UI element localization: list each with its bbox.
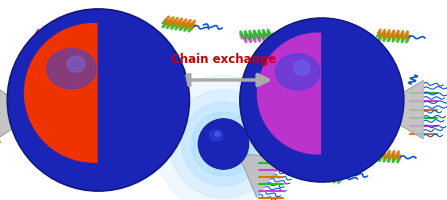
- Ellipse shape: [209, 130, 223, 141]
- Ellipse shape: [257, 33, 378, 154]
- FancyArrowPatch shape: [179, 74, 268, 86]
- Ellipse shape: [275, 54, 320, 90]
- Text: Chain exchange: Chain exchange: [171, 53, 276, 66]
- Ellipse shape: [215, 132, 220, 136]
- Polygon shape: [238, 154, 285, 197]
- Ellipse shape: [67, 56, 85, 72]
- Polygon shape: [0, 80, 36, 147]
- Ellipse shape: [294, 61, 310, 75]
- Ellipse shape: [191, 112, 256, 176]
- Ellipse shape: [181, 102, 265, 186]
- Ellipse shape: [9, 11, 188, 189]
- Ellipse shape: [169, 90, 278, 198]
- Ellipse shape: [7, 9, 190, 191]
- Ellipse shape: [47, 49, 96, 89]
- Polygon shape: [322, 20, 402, 180]
- Ellipse shape: [155, 75, 292, 200]
- Ellipse shape: [241, 20, 402, 180]
- Polygon shape: [98, 11, 188, 189]
- Ellipse shape: [240, 18, 404, 182]
- Polygon shape: [374, 81, 423, 139]
- Ellipse shape: [199, 119, 248, 169]
- Ellipse shape: [198, 119, 249, 169]
- Ellipse shape: [25, 24, 163, 162]
